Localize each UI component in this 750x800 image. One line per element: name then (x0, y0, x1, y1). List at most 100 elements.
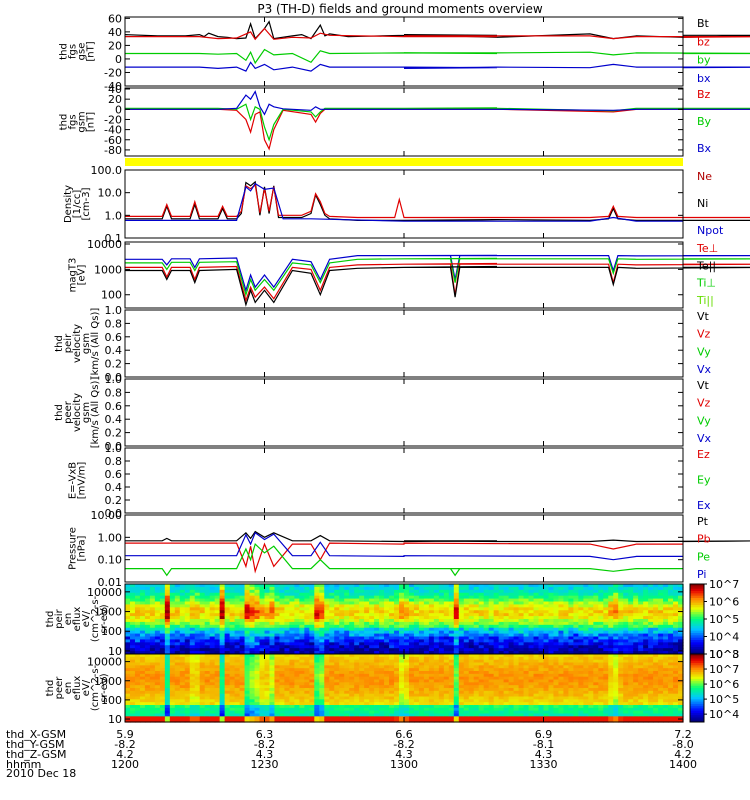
spectrogram-cell (329, 627, 335, 632)
spectrogram-cell (468, 645, 475, 649)
spectrogram-cell (214, 630, 221, 635)
spectrogram-cell (224, 696, 231, 700)
spectrogram-cell (493, 648, 500, 652)
spectrogram-cell (229, 690, 236, 695)
spectrogram-cell (603, 589, 609, 594)
spectrogram-cell (329, 688, 335, 692)
spectrogram-cell (433, 607, 440, 611)
spectrogram-cell (354, 651, 360, 655)
spectrogram-cell (498, 702, 505, 706)
spectrogram-cell (399, 702, 405, 706)
spectrogram-cell (623, 651, 629, 655)
spectrogram-cell (129, 716, 136, 720)
spectrogram-cell (274, 610, 281, 614)
spectrogram-cell (274, 624, 281, 629)
spectrogram-cell (633, 586, 639, 591)
spectrogram-cell (418, 690, 425, 695)
spectrogram-cell (458, 639, 465, 643)
spectrogram-cell (389, 630, 395, 635)
spectrogram-cell (438, 651, 445, 655)
spectrogram-cell (154, 613, 161, 617)
spectrogram-cell (239, 610, 246, 614)
spectrogram-cell (314, 673, 320, 678)
spectrogram-cell (184, 619, 191, 623)
spectrogram-cell (354, 636, 360, 641)
spectrogram-cell (638, 604, 644, 608)
spectrogram-cell (254, 648, 261, 652)
spectrogram-cell (224, 651, 231, 655)
spectrogram-cell (264, 656, 271, 661)
spectrogram-cell (528, 645, 535, 649)
y-tick-label: 100.0 (91, 164, 123, 177)
spectrogram-cell (139, 624, 146, 629)
spectrogram-cell (294, 604, 300, 608)
spectrogram-cell (678, 627, 684, 632)
spectrogram-cell (229, 699, 236, 703)
spectrogram-cell (443, 659, 450, 664)
spectrogram-cell (508, 671, 515, 675)
spectrogram-cell (523, 604, 530, 608)
spectrogram-cell (458, 586, 465, 591)
y-axis-label: fgs (68, 114, 79, 129)
spectrogram-cell (468, 662, 475, 666)
spectrogram-cell (433, 699, 440, 703)
spectrogram-cell (394, 719, 400, 723)
spectrogram-cell (339, 710, 345, 715)
spectrogram-cell (284, 710, 291, 715)
spectrogram-cell (134, 604, 141, 608)
spectrogram-cell (473, 642, 480, 646)
spectrogram-cell (394, 624, 400, 629)
spectrogram-cell (458, 679, 465, 683)
spectrogram-cell (304, 648, 310, 652)
spectrogram-cell (259, 679, 266, 683)
spectrogram-cell (244, 685, 251, 689)
spectrogram-cell (169, 630, 176, 635)
spectrogram-cell (408, 662, 415, 666)
spectrogram-cell (364, 685, 370, 689)
spectrogram-cell (483, 659, 490, 664)
spectrogram-cell (628, 616, 634, 620)
spectrogram-cell (179, 679, 186, 683)
spectrogram-cell (164, 584, 171, 588)
spectrogram-cell (274, 636, 281, 641)
spectrogram-cell (538, 633, 545, 638)
spectrogram-cell (423, 676, 430, 681)
spectrogram-cell (399, 633, 405, 638)
spectrogram-cell (309, 707, 315, 712)
spectrogram-cell (269, 613, 276, 617)
spectrogram-cell (299, 651, 305, 655)
spectrogram-cell (324, 584, 330, 588)
spectrogram-cell (309, 636, 315, 641)
spectrogram-cell (214, 592, 221, 597)
spectrogram-cell (269, 586, 276, 591)
spectrogram-cell (359, 601, 365, 606)
spectrogram-cell (374, 716, 380, 720)
spectrogram-cell (229, 707, 236, 712)
spectrogram-cell (174, 592, 181, 597)
spectrogram-cell (164, 713, 171, 717)
spectrogram-cell (433, 707, 440, 712)
spectrogram-cell (254, 690, 261, 695)
spectrogram-cell (653, 624, 659, 629)
spectrogram-cell (369, 624, 375, 629)
spectrogram-cell (623, 616, 629, 620)
spectrogram-cell (234, 688, 241, 692)
spectrogram-cell (628, 598, 634, 603)
spectrogram-cell (324, 619, 330, 623)
spectrogram-cell (294, 639, 300, 643)
spectrogram-cell (438, 696, 445, 700)
spectrogram-cell (558, 639, 565, 643)
spectrogram-cell (234, 586, 241, 591)
spectrogram-cell (394, 592, 400, 597)
spectrogram-cell (154, 648, 161, 652)
spectrogram-cell (244, 589, 251, 594)
spectrogram-cell (513, 589, 520, 594)
spectrogram-cell (553, 619, 560, 623)
spectrogram-cell (663, 642, 669, 646)
spectrogram-cell (179, 710, 186, 715)
spectrogram-cell (154, 598, 161, 603)
spectrogram-cell (149, 645, 156, 649)
spectrogram-cell (334, 665, 340, 669)
spectrogram-cell (134, 682, 141, 686)
spectrogram-cell (568, 627, 574, 632)
